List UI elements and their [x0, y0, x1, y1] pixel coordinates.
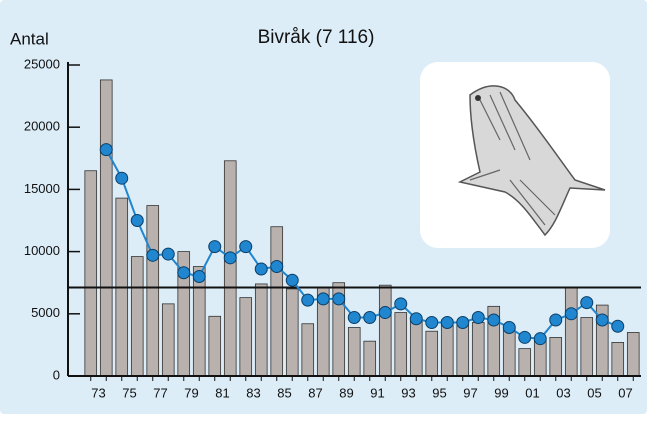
bar — [471, 322, 485, 377]
y-axis-label: Antal — [10, 29, 49, 48]
trend-marker — [115, 171, 129, 185]
bar — [254, 283, 268, 377]
x-tick-label: 95 — [432, 385, 446, 400]
trend-marker — [502, 320, 516, 334]
y-tick-label: 10000 — [24, 243, 60, 258]
x-tick-label: 05 — [587, 385, 601, 400]
trend-marker — [564, 307, 578, 321]
trend-marker — [440, 316, 454, 330]
x-tick-label: 73 — [91, 385, 105, 400]
x-tick-label: 91 — [370, 385, 384, 400]
trend-marker — [192, 269, 206, 283]
x-tick-label: 83 — [246, 385, 260, 400]
trend-marker — [549, 313, 563, 327]
y-tick-label: 25000 — [24, 56, 60, 71]
x-tick-label: 87 — [308, 385, 322, 400]
trend-marker — [316, 292, 330, 306]
bar — [130, 256, 144, 377]
trend-marker — [130, 214, 144, 227]
bar — [84, 170, 98, 377]
trend-marker — [208, 240, 222, 254]
bar — [409, 319, 423, 377]
x-tick-label: 81 — [215, 385, 229, 400]
trend-marker — [99, 143, 113, 157]
x-tick-label: 01 — [525, 385, 539, 400]
x-tick-label: 93 — [401, 385, 415, 400]
trend-marker — [456, 316, 470, 330]
x-tick-label: 89 — [339, 385, 353, 400]
x-tick-label: 75 — [122, 385, 136, 400]
trend-marker — [301, 293, 315, 307]
bar — [208, 315, 222, 377]
x-tick-label: 85 — [277, 385, 291, 400]
trend-marker — [239, 240, 253, 254]
trend-marker — [425, 316, 439, 330]
trend-marker — [394, 297, 408, 311]
x-tick-label: 07 — [618, 385, 632, 400]
bar — [285, 288, 299, 377]
trend-marker — [270, 260, 284, 274]
bar — [502, 327, 516, 377]
bar — [564, 287, 578, 377]
bird-picture — [420, 62, 610, 248]
bar — [456, 324, 470, 377]
x-tick-label: 03 — [556, 385, 570, 400]
bar — [378, 284, 392, 377]
bar — [146, 205, 160, 377]
bar — [270, 226, 284, 377]
bar — [518, 348, 532, 377]
trend-marker — [347, 311, 361, 325]
bar — [425, 330, 439, 377]
bar — [533, 339, 547, 377]
chart-title: Bivråk (7 116) — [258, 27, 375, 48]
trend-line — [105, 149, 619, 340]
trend-marker — [378, 306, 392, 320]
trend-marker — [223, 251, 237, 265]
trend-marker — [580, 296, 594, 310]
bar — [161, 303, 175, 377]
trend-marker — [487, 313, 501, 327]
trend-marker — [595, 313, 609, 327]
trend-marker — [611, 319, 625, 333]
y-tick-label: 20000 — [24, 119, 60, 134]
trend-marker — [254, 262, 268, 276]
trend-marker — [285, 273, 299, 287]
x-tick-label: 97 — [463, 385, 477, 400]
trend-marker — [363, 311, 377, 325]
trend-marker — [518, 330, 532, 344]
trend-marker — [146, 248, 160, 262]
x-tick-label: 79 — [184, 385, 198, 400]
y-tick-label: 0 — [53, 367, 60, 382]
trend-marker — [177, 266, 191, 280]
trend-marker — [533, 332, 547, 346]
trend-marker — [409, 312, 423, 326]
bar — [347, 327, 361, 377]
bar — [239, 297, 253, 377]
trend-marker — [161, 247, 175, 261]
bar — [394, 312, 408, 377]
y-tick-label: 5000 — [31, 305, 60, 320]
x-tick-label: 77 — [153, 385, 167, 400]
x-tick-label: 99 — [494, 385, 508, 400]
trend-marker — [332, 292, 346, 306]
bar — [301, 323, 315, 377]
bar — [99, 79, 113, 377]
bar — [549, 337, 563, 377]
bar — [363, 340, 377, 377]
y-tick-label: 15000 — [24, 181, 60, 196]
bar — [223, 160, 237, 377]
bar — [611, 342, 625, 377]
bar — [626, 332, 640, 377]
trend-marker — [471, 311, 485, 325]
bar — [580, 317, 594, 377]
